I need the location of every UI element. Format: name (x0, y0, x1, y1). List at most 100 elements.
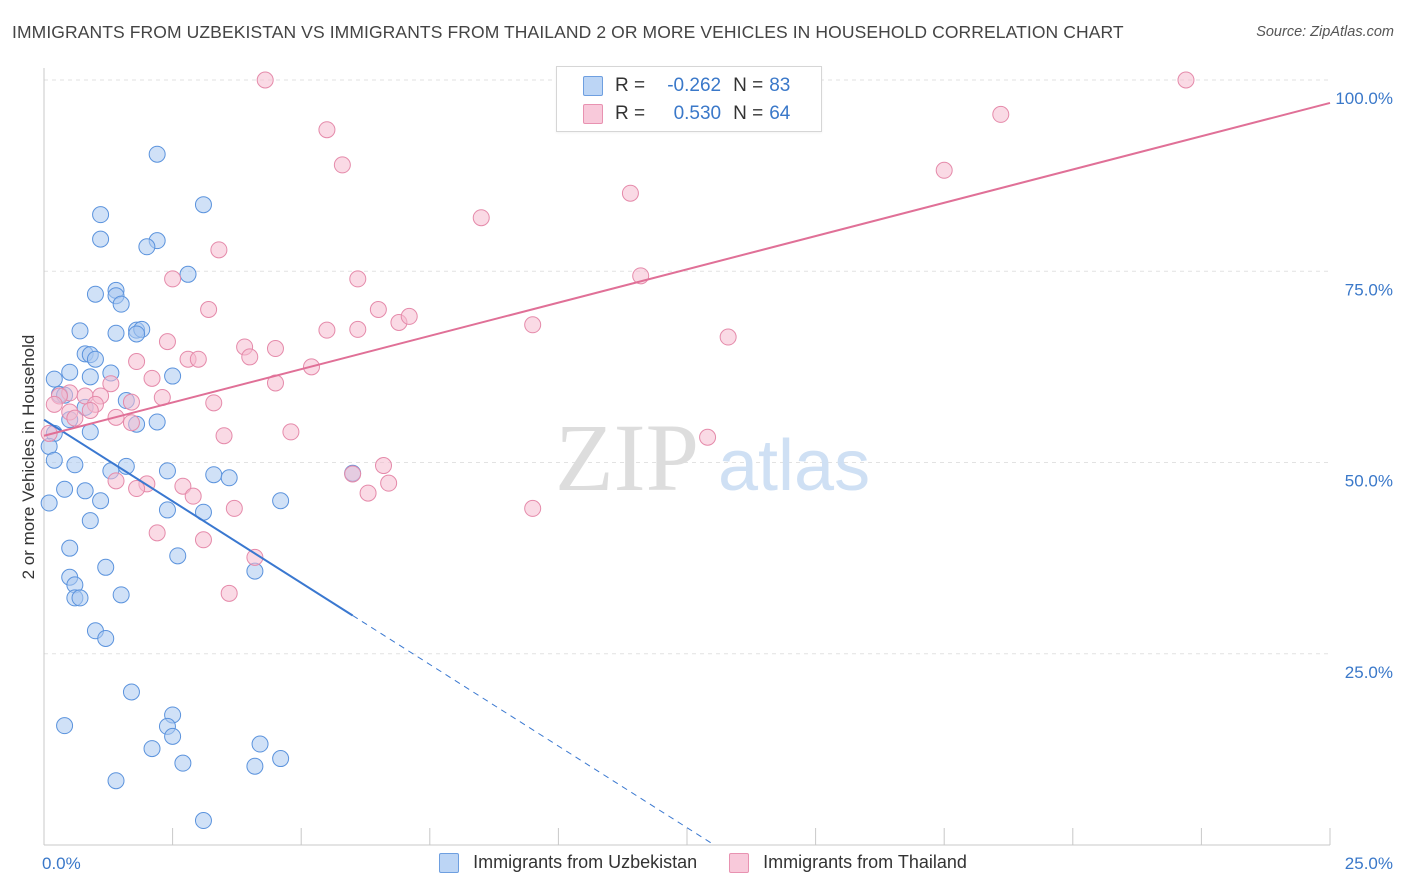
thailand-point (189, 350, 207, 368)
uzbekistan-point (164, 727, 182, 745)
uzbekistan-point (148, 145, 166, 163)
legend-item-thailand[interactable]: Immigrants from Thailand (729, 852, 967, 873)
y-tick-label: 25.0% (1345, 663, 1393, 682)
uzbekistan-point (71, 322, 89, 340)
legend-r-label: R = (615, 103, 646, 124)
thailand-point (215, 427, 233, 445)
series-thailand-points (40, 71, 1195, 602)
uzbekistan-point (45, 451, 63, 469)
thailand-point (380, 474, 398, 492)
uzbekistan-point (158, 501, 176, 519)
chart-title: IMMIGRANTS FROM UZBEKISTAN VS IMMIGRANTS… (12, 22, 1124, 42)
uzbekistan-point (45, 370, 63, 388)
thailand-point (524, 499, 542, 517)
thailand-point (369, 301, 387, 318)
uzbekistan-point (194, 196, 212, 214)
thailand-point (102, 375, 120, 393)
legend-swatch-thailand (729, 852, 750, 873)
legend-swatch-uzbekistan (583, 76, 603, 96)
uzbekistan-point (97, 629, 115, 647)
uzbekistan-point (169, 547, 187, 565)
grid-lines (44, 79, 1330, 655)
trend-line-thailand (43, 101, 1331, 437)
uzbekistan-point (194, 812, 212, 830)
thailand-point (210, 241, 228, 259)
thailand-point (143, 369, 161, 387)
thailand-point (122, 393, 140, 411)
thailand-point (349, 320, 367, 338)
uzbekistan-point (272, 492, 290, 510)
thailand-point (122, 414, 140, 432)
thailand-point (400, 307, 418, 325)
thailand-point (719, 328, 737, 346)
chart-source: Source: ZipAtlas.com (1256, 24, 1394, 40)
watermark-zip: ZIP (555, 404, 699, 511)
uzbekistan-point (112, 586, 130, 604)
thailand-point (128, 353, 146, 371)
thailand-point (266, 340, 284, 358)
uzbekistan-point (92, 206, 110, 224)
legend-label-uzbekistan: Immigrants from Uzbekistan (473, 852, 698, 872)
legend-item-uzbekistan[interactable]: Immigrants from Uzbekistan (439, 852, 697, 873)
legend-n-label: N = (733, 103, 764, 124)
uzbekistan-point (112, 295, 130, 313)
uzbekistan-point (158, 462, 176, 480)
thailand-point (148, 524, 166, 542)
legend-n-value: 64 (769, 103, 791, 124)
thailand-point (318, 121, 336, 139)
uzbekistan-point (179, 265, 197, 283)
uzbekistan-point (61, 539, 79, 557)
uzbekistan-point (81, 423, 99, 441)
uzbekistan-point (174, 754, 192, 772)
thailand-point (256, 71, 274, 89)
uzbekistan-point (143, 740, 161, 758)
thailand-point (205, 394, 223, 412)
uzbekistan-point (61, 363, 79, 381)
y-axis-label: 2 or more Vehicles in Household (19, 335, 38, 580)
uzbekistan-point (107, 324, 125, 342)
legend-r-value: -0.262 (667, 75, 722, 96)
watermark: ZIP atlas (555, 404, 870, 511)
thailand-point (524, 316, 542, 334)
x-tick-labels: 0.0% 25.0% (42, 854, 1393, 873)
thailand-point (359, 484, 377, 502)
uzbekistan-point (86, 285, 104, 303)
thailand-point (107, 472, 125, 490)
trend-line-uzbekistan (43, 418, 354, 617)
uzbekistan-point (81, 368, 99, 386)
x-tick-label: 0.0% (42, 854, 81, 873)
legend-swatch-thailand (583, 104, 603, 124)
axes (43, 68, 1331, 846)
legend-row-uzbekistan: R = -0.262 N = 83 (583, 74, 790, 98)
trend-line-uzbekistan-extension (352, 615, 713, 845)
series-legend: Immigrants from Uzbekistan Immigrants fr… (0, 852, 1406, 873)
uzbekistan-point (56, 717, 74, 735)
thailand-point (128, 480, 146, 498)
series-uzbekistan-points (40, 145, 362, 830)
y-tick-labels: 25.0% 50.0% 75.0% 100.0% (1335, 89, 1393, 682)
thailand-point (349, 270, 367, 288)
y-tick-label: 50.0% (1345, 472, 1393, 491)
trend-lines (43, 101, 1331, 845)
uzbekistan-point (76, 482, 94, 500)
y-tick-label: 75.0% (1345, 280, 1393, 299)
thailand-point (220, 584, 238, 602)
uzbekistan-point (148, 413, 166, 431)
uzbekistan-point (122, 683, 140, 701)
uzbekistan-point (246, 757, 264, 775)
legend-n-label: N = (733, 75, 764, 96)
uzbekistan-point (220, 469, 238, 487)
stats-legend: R = -0.262 N = 83 R = 0.530 N = 64 (556, 66, 822, 132)
legend-r-label: R = (615, 75, 646, 96)
uzbekistan-point (97, 558, 115, 576)
y-tick-label: 100.0% (1335, 89, 1393, 108)
x-tick-label: 25.0% (1345, 854, 1393, 873)
thailand-point (164, 270, 182, 288)
thailand-point (225, 499, 243, 517)
thailand-point (472, 209, 490, 227)
uzbekistan-point (128, 325, 146, 343)
thailand-point (935, 161, 953, 179)
thailand-point (621, 184, 639, 202)
thailand-point (344, 465, 362, 483)
thailand-point (184, 487, 202, 505)
